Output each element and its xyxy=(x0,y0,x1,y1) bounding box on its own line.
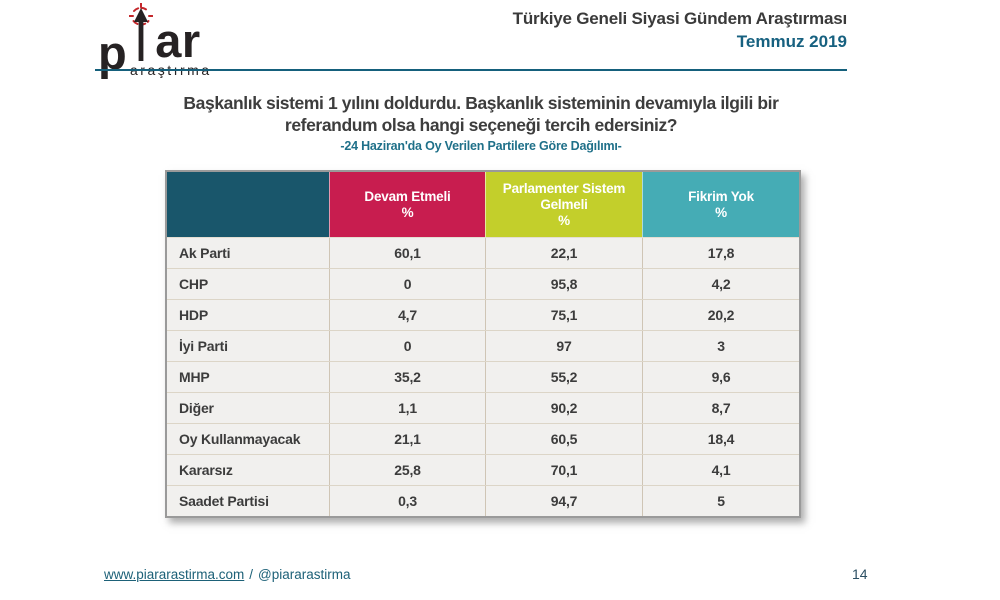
table-row: Diğer 1,1 90,2 8,7 xyxy=(167,392,799,423)
value-cell: 18,4 xyxy=(642,424,799,454)
question-block: Başkanlık sistemi 1 yılını doldurdu. Baş… xyxy=(131,92,831,153)
value-cell: 25,8 xyxy=(329,455,485,485)
piar-logo: p ar araştırma xyxy=(98,2,212,78)
value-cell: 1,1 xyxy=(329,393,485,423)
party-name-cell: MHP xyxy=(179,369,210,385)
table-row: Oy Kullanmayacak 21,1 60,5 18,4 xyxy=(167,423,799,454)
party-name-cell: CHP xyxy=(179,276,208,292)
table-row: HDP 4,7 75,1 20,2 xyxy=(167,299,799,330)
column-header: Fikrim Yok% xyxy=(642,172,799,237)
table-row: Kararsız 25,8 70,1 4,1 xyxy=(167,454,799,485)
party-name-cell: Ak Parti xyxy=(179,245,231,261)
report-period: Temmuz 2019 xyxy=(736,32,847,51)
header-divider-line xyxy=(95,69,847,71)
table-row: Saadet Partisi 0,3 94,7 5 xyxy=(167,485,799,516)
value-cell: 17,8 xyxy=(642,238,799,268)
value-cell: 9,6 xyxy=(642,362,799,392)
column-label: Devam Etmeli xyxy=(364,188,451,204)
value-cell: 55,2 xyxy=(485,362,642,392)
piar-logo-letters-ar: ar xyxy=(155,14,201,67)
piar-logo-wordmark: p ar xyxy=(98,2,212,76)
table-corner-cell xyxy=(167,172,329,237)
table-row: İyi Parti 0 97 3 xyxy=(167,330,799,361)
social-handle: @piararastirma xyxy=(258,567,351,582)
party-name-cell: Kararsız xyxy=(179,462,233,478)
results-table-header: Devam Etmeli% Parlamenter Sistem Gelmeli%… xyxy=(167,172,799,237)
report-title: Türkiye Geneli Siyasi Gündem Araştırması xyxy=(512,9,848,28)
value-cell: 60,5 xyxy=(485,424,642,454)
page-number: 14 xyxy=(852,566,868,582)
value-cell: 21,1 xyxy=(329,424,485,454)
results-table-body: Ak Parti 60,1 22,1 17,8 CHP 0 95,8 4,2 HDP 4,7 75,… xyxy=(167,237,799,516)
column-header: Parlamenter Sistem Gelmeli% xyxy=(485,172,642,237)
column-label: Parlamenter Sistem Gelmeli xyxy=(502,180,626,212)
value-cell: 8,7 xyxy=(642,393,799,423)
value-cell: 20,2 xyxy=(642,300,799,330)
website-link[interactable]: www.piararastirma.com xyxy=(104,567,245,582)
column-unit: % xyxy=(558,212,570,228)
column-header: Devam Etmeli% xyxy=(329,172,485,237)
party-name-cell: Diğer xyxy=(179,400,214,416)
party-name-cell: Oy Kullanmayacak xyxy=(179,431,301,447)
table-row: CHP 0 95,8 4,2 xyxy=(167,268,799,299)
party-name-cell: Saadet Partisi xyxy=(179,493,269,509)
value-cell: 22,1 xyxy=(485,238,642,268)
piar-logo-letter-p: p xyxy=(98,26,128,79)
report-header: Türkiye Geneli Siyasi Gündem Araştırması… xyxy=(512,9,848,52)
value-cell: 60,1 xyxy=(329,238,485,268)
party-name-cell: HDP xyxy=(179,307,208,323)
value-cell: 4,7 xyxy=(329,300,485,330)
value-cell: 75,1 xyxy=(485,300,642,330)
column-unit: % xyxy=(401,204,414,220)
value-cell: 35,2 xyxy=(329,362,485,392)
table-row: Ak Parti 60,1 22,1 17,8 xyxy=(167,237,799,268)
value-cell: 90,2 xyxy=(485,393,642,423)
footer-separator: / xyxy=(249,567,254,582)
value-cell: 0 xyxy=(329,331,485,361)
value-cell: 0 xyxy=(329,269,485,299)
table-row: MHP 35,2 55,2 9,6 xyxy=(167,361,799,392)
value-cell: 70,1 xyxy=(485,455,642,485)
value-cell: 4,2 xyxy=(642,269,799,299)
value-cell: 95,8 xyxy=(485,269,642,299)
value-cell: 0,3 xyxy=(329,486,485,516)
column-label: Fikrim Yok xyxy=(688,188,754,204)
value-cell: 3 xyxy=(642,331,799,361)
value-cell: 97 xyxy=(485,331,642,361)
results-table: Devam Etmeli% Parlamenter Sistem Gelmeli%… xyxy=(165,170,801,518)
value-cell: 4,1 xyxy=(642,455,799,485)
question-note: -24 Haziran'da Oy Verilen Partilere Göre… xyxy=(340,139,622,153)
value-cell: 5 xyxy=(642,486,799,516)
arrow-target-icon xyxy=(128,2,154,61)
column-unit: % xyxy=(715,204,727,220)
question-line-1: Başkanlık sistemi 1 yılını doldurdu. Baş… xyxy=(183,93,779,113)
question-line-2: referandum olsa hangi seçeneği tercih ed… xyxy=(284,115,678,135)
footer: www.piararastirma.com / @piararastirma xyxy=(104,567,351,582)
party-name-cell: İyi Parti xyxy=(179,338,228,354)
value-cell: 94,7 xyxy=(485,486,642,516)
